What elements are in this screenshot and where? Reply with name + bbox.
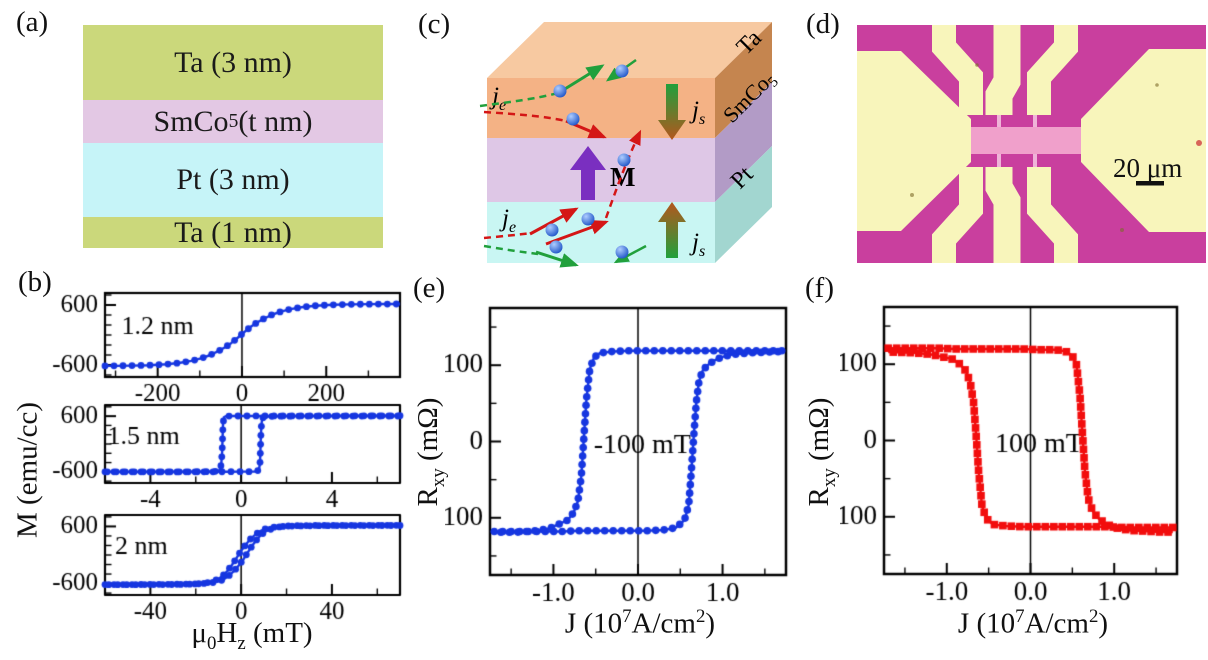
rxy-loop-negative-field-canvas: [445, 288, 795, 610]
ta-top-face: [487, 22, 772, 78]
electron-sphere: [581, 212, 595, 226]
rxy-loop-positive-field-canvas: [840, 288, 1190, 610]
layer-stack-diagram: Ta (3 nm) SmCo 5 (t nm) Pt (3 nm) Ta (1 nm): [83, 25, 383, 249]
panel-label-c: (c): [418, 8, 451, 40]
js-top-label: js: [689, 97, 705, 128]
magnetization-label: M: [610, 162, 635, 192]
electron-sphere: [566, 112, 580, 126]
deflected-electron-arrow-green: [535, 250, 579, 268]
scale-bar-text: 20 μm: [1113, 153, 1182, 183]
top-right-finger: [1027, 25, 1078, 115]
layer-row: Ta (3 nm): [83, 25, 383, 100]
electron-path-red-top: [483, 110, 567, 123]
electron-sphere: [615, 245, 629, 259]
smco-side-face: [715, 82, 772, 202]
f-y-axis-label: Rxy (mΩ): [803, 397, 840, 507]
bottom-center-finger: [985, 167, 1021, 263]
js-up-arrow: [658, 202, 686, 258]
panel-label-e: (e): [413, 272, 446, 304]
pt-front-face: [487, 202, 715, 263]
f-x-axis-label: J (107A/cm2): [957, 606, 1109, 640]
je-bottom-label: je: [499, 205, 516, 236]
dust-speck: [1155, 83, 1159, 87]
spin-current-schematic: Ta SmCo5 Pt je js M je js: [479, 22, 782, 268]
electron-sphere: [617, 153, 631, 167]
deflected-electron-arrow-green: [559, 64, 605, 94]
e-y-axis-label: Rxy (mΩ): [412, 397, 449, 507]
right-contact-pad: [1081, 49, 1206, 232]
electron-path-red-bottom: [483, 231, 533, 240]
dust-speck: [910, 193, 914, 197]
panel-label-a: (a): [16, 6, 49, 38]
bottom-right-finger: [1027, 167, 1078, 263]
js-bottom-label: js: [689, 229, 705, 260]
layer-row: Ta (1 nm): [83, 216, 383, 249]
electron-sphere: [549, 240, 563, 254]
ta-front-face: [487, 78, 715, 138]
electron-path-green-top: [479, 91, 559, 108]
top-left-finger: [932, 25, 983, 115]
magnetization-arrow: [570, 146, 606, 200]
layer-row: Pt (3 nm): [83, 143, 383, 217]
scale-bar: [1136, 181, 1164, 186]
pt-side-face: [715, 146, 772, 263]
electron-sphere: [615, 64, 629, 78]
ta-side-face: [715, 22, 772, 138]
deflected-electron-arrow-red: [529, 207, 579, 236]
js-down-arrow: [658, 84, 686, 140]
dust-speck: [1196, 140, 1202, 146]
bottom-left-finger: [932, 167, 983, 263]
spin-arrow-green: [613, 244, 647, 264]
panel-label-f: (f): [805, 272, 834, 304]
hall-bar-channel: [969, 127, 1081, 154]
b-y-axis-label: M (emu/cc): [11, 401, 44, 539]
dust-speck: [975, 63, 979, 67]
b-x-axis-label: μ0Hz (mT): [191, 617, 313, 654]
deflected-electron-arrow-red: [545, 220, 609, 246]
mh-loops-chart-canvas: [40, 285, 410, 630]
je-top-label: je: [489, 83, 506, 114]
device-micrograph: 20 μm: [857, 25, 1206, 263]
electron-sphere: [545, 223, 559, 237]
dust-speck: [1120, 228, 1124, 232]
electron-sphere: [553, 84, 567, 98]
left-contact-pad: [857, 51, 971, 231]
top-center-finger: [985, 25, 1021, 115]
e-x-axis-label: J (107A/cm2): [564, 606, 716, 640]
layer-row: SmCo 5 (t nm): [83, 100, 383, 143]
electron-path-green-bottom: [483, 244, 539, 256]
panel-label-d: (d): [806, 8, 840, 40]
